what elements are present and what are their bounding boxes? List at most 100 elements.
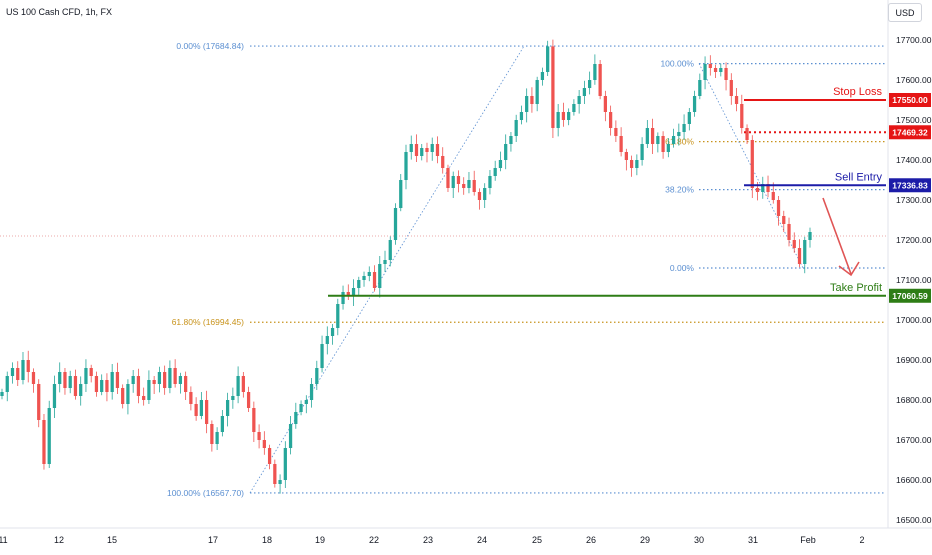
- candle-body: [677, 132, 681, 136]
- sell-entry-price: 17336.83: [892, 180, 928, 190]
- intermediate-level-price: 17469.32: [892, 127, 928, 137]
- candle-body: [105, 380, 109, 392]
- candle-body: [535, 80, 539, 104]
- candle-body: [766, 184, 770, 192]
- candle-body: [283, 448, 287, 480]
- candle-body: [792, 240, 796, 248]
- candle-body: [530, 96, 534, 104]
- candle-body: [89, 368, 93, 376]
- candle-body: [273, 464, 277, 484]
- sell-entry-price-tag: [889, 178, 931, 193]
- candle-body: [724, 68, 728, 80]
- fib-minor-label: 100.00%: [660, 59, 694, 69]
- candle-body: [619, 136, 623, 152]
- candle-body: [740, 104, 744, 128]
- candle-body: [488, 176, 492, 188]
- candle-body: [257, 432, 261, 440]
- candle-body: [194, 404, 198, 416]
- forecast-arrow-shaft: [822, 197, 852, 275]
- x-tick-label: 23: [423, 535, 433, 545]
- candle-body: [593, 64, 597, 80]
- fib-major-label: 0.00% (17684.84): [176, 41, 244, 51]
- candle-body: [582, 88, 587, 96]
- stop-loss-price: 17550.00: [892, 95, 928, 105]
- fib-minor-label: 0.00%: [670, 263, 695, 273]
- candle-body: [330, 328, 335, 336]
- x-tick-label: 30: [694, 535, 704, 545]
- candle-body: [414, 144, 419, 156]
- candle-body: [341, 292, 345, 304]
- candle-body: [446, 168, 450, 188]
- x-tick-label: 15: [107, 535, 117, 545]
- candle-body: [47, 408, 51, 464]
- axes[interactable]: 17700.0017600.0017500.0017400.0017300.00…: [0, 35, 932, 545]
- candle-body: [687, 112, 691, 124]
- candle-body: [351, 288, 356, 296]
- trade-levels: 17550.00 Stop Loss 17469.32 17336.83 Sell En…: [328, 86, 931, 303]
- candle-body: [577, 96, 581, 104]
- stop-loss-price-tag: [889, 93, 931, 107]
- candle-body: [73, 376, 78, 396]
- candle-body: [315, 368, 319, 384]
- candle-body: [656, 136, 660, 144]
- candle-body: [204, 400, 209, 424]
- candle-body: [163, 372, 167, 388]
- candle-body: [692, 96, 697, 112]
- candle-body: [556, 112, 560, 128]
- x-tick-label: 24: [477, 535, 487, 545]
- fib-major-label: 100.00% (16567.70): [167, 488, 244, 498]
- candle-body: [782, 216, 786, 224]
- currency-button[interactable]: USD: [888, 3, 922, 22]
- candle-body: [362, 276, 366, 280]
- candle-body: [519, 112, 524, 120]
- candle-body: [168, 368, 172, 388]
- candle-body: [267, 448, 272, 464]
- candle-body: [383, 260, 387, 264]
- x-tick-label: 31: [748, 535, 758, 545]
- candle-body: [472, 180, 476, 192]
- candle-body: [797, 248, 802, 264]
- candle-body: [698, 80, 702, 96]
- candle-body: [309, 384, 314, 400]
- candle-body: [10, 368, 15, 376]
- y-tick-label: 17700.00: [896, 35, 932, 45]
- y-tick-label: 16800.00: [896, 395, 932, 405]
- y-tick-label: 17200.00: [896, 235, 932, 245]
- candle-body: [650, 128, 655, 144]
- candle-body: [178, 376, 183, 384]
- candle-body: [624, 152, 628, 160]
- candle-body: [152, 380, 156, 384]
- candles: [0, 39, 812, 494]
- forecast-arrow-head: [838, 261, 860, 277]
- candle-body: [498, 160, 503, 168]
- candle-body: [325, 336, 329, 344]
- fib-minor-label: 38.20%: [665, 185, 694, 195]
- candle-body: [294, 412, 298, 424]
- candle-body: [378, 264, 382, 288]
- candle-body: [100, 380, 104, 392]
- candle-body: [456, 176, 461, 184]
- candle-body: [745, 128, 749, 140]
- candle-body: [561, 112, 566, 120]
- candle-body: [372, 272, 377, 288]
- candle-body: [142, 396, 146, 400]
- y-tick-label: 17400.00: [896, 155, 932, 165]
- candle-body: [572, 104, 576, 112]
- candle-body: [708, 64, 712, 68]
- candle-body: [278, 480, 282, 484]
- candle-body: [483, 188, 487, 200]
- candle-body: [220, 416, 224, 432]
- candle-body: [514, 120, 518, 136]
- candle-body: [629, 160, 634, 168]
- candle-body: [252, 408, 256, 432]
- candle-body: [199, 400, 204, 416]
- candle-body: [94, 376, 99, 392]
- candle-body: [189, 392, 193, 404]
- candle-body: [215, 432, 219, 444]
- candle-body: [682, 124, 686, 132]
- candle-body: [509, 136, 513, 144]
- y-tick-label: 16900.00: [896, 355, 932, 365]
- candle-body: [420, 148, 424, 156]
